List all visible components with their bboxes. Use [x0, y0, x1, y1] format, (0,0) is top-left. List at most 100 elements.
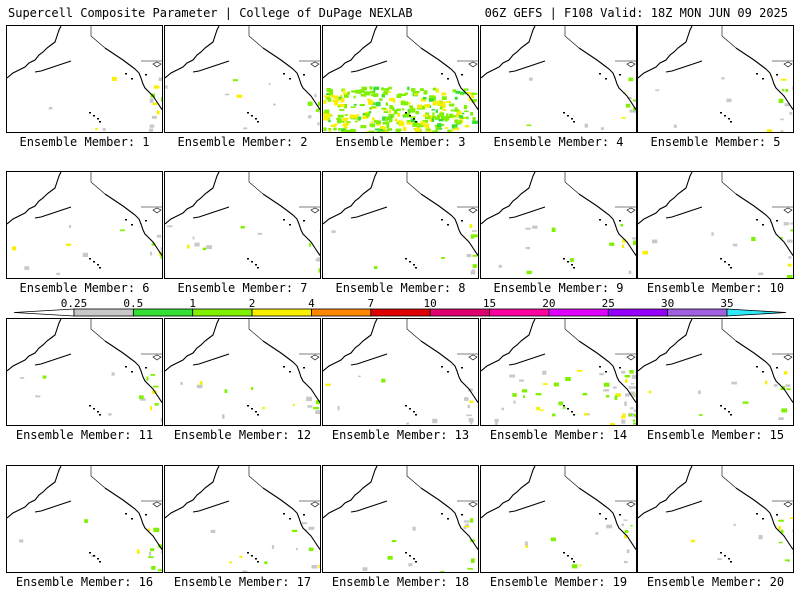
scp-shading: [655, 77, 793, 132]
ensemble-map-panel: [6, 25, 163, 133]
colorbar-segment: [311, 308, 372, 317]
colorbar-tick-label: 20: [542, 297, 555, 310]
map-outline: [7, 466, 162, 563]
ensemble-map-panel: [637, 318, 794, 426]
ensemble-map-panel: [480, 171, 637, 279]
ensemble-member-label: Ensemble Member: 15: [646, 428, 785, 442]
ensemble-map-panel: [322, 465, 479, 573]
scp-shading: [648, 371, 791, 420]
ensemble-member-label: Ensemble Member: 12: [173, 428, 312, 442]
colorbar-tick-label: 1: [189, 297, 196, 310]
ensemble-map-panel: [322, 25, 479, 133]
ensemble-map-panel: [164, 25, 321, 133]
ensemble-map-panel: [164, 171, 321, 279]
ensemble-map-panel: [637, 25, 794, 133]
scp-shading: [20, 372, 162, 423]
map-outline: [7, 319, 162, 416]
map-outline: [481, 26, 636, 123]
ensemble-member-label: Ensemble Member: 7: [177, 281, 308, 295]
scp-shading: [325, 375, 474, 425]
scp-shading: [526, 77, 636, 130]
map-outline: [323, 172, 478, 269]
ensemble-member-label: Ensemble Member: 9: [493, 281, 624, 295]
ensemble-member-label: Ensemble Member: 17: [173, 575, 312, 589]
ensemble-map-panel: [164, 465, 321, 573]
colorbar-tick-label: 4: [308, 297, 315, 310]
ensemble-member-label: Ensemble Member: 10: [646, 281, 785, 295]
map-outline: [165, 319, 320, 416]
colorbar-tick-label: 2: [249, 297, 256, 310]
map-outline: [165, 466, 320, 563]
map-outline: [323, 319, 478, 416]
colorbar-tick-label: 7: [368, 297, 375, 310]
scp-shading: [524, 519, 633, 569]
scp-shading: [642, 222, 793, 278]
map-outline: [481, 319, 636, 416]
map-outline: [7, 172, 162, 269]
map-outline: [323, 466, 478, 563]
scp-shading: [362, 518, 475, 572]
ensemble-map-panel: [637, 171, 794, 279]
model-run-info: 06Z GEFS | F108 Valid: 18Z MON JUN 09 20…: [484, 6, 788, 20]
ensemble-member-label: Ensemble Member: 14: [489, 428, 628, 442]
colorbar-segment: [192, 308, 253, 317]
scp-shading: [19, 519, 162, 572]
scp-shading: [165, 79, 320, 130]
ensemble-member-label: Ensemble Member: 5: [650, 135, 781, 149]
ensemble-map-panel: [480, 318, 637, 426]
colorbar-tick-label: 10: [424, 297, 437, 310]
scp-shading: [331, 224, 478, 275]
scp-shading: [166, 225, 320, 273]
colorbar-segment: [489, 308, 550, 317]
map-outline: [165, 26, 320, 123]
scp-shading: [494, 369, 636, 425]
ensemble-map-panel: [6, 318, 163, 426]
map-outline: [638, 172, 793, 269]
colorbar-segment: [548, 308, 609, 317]
colorbar-segment: [667, 308, 728, 317]
colorbar-tick-label: 30: [661, 297, 674, 310]
ensemble-map-panel: [480, 465, 637, 573]
scp-shading: [12, 225, 162, 275]
scp-shading: [180, 381, 320, 425]
colorbar-segment: [251, 308, 312, 317]
color-scale-legend: 0.25 0.5 1 2 4 7 10 15 20 25 30 35: [13, 297, 787, 317]
map-outline: [638, 466, 793, 563]
ensemble-member-label: Ensemble Member: 1: [19, 135, 150, 149]
ensemble-member-label: Ensemble Member: 11: [15, 428, 154, 442]
ensemble-map-panel: [6, 465, 163, 573]
ensemble-member-label: Ensemble Member: 16: [15, 575, 154, 589]
ensemble-member-label: Ensemble Member: 8: [335, 281, 466, 295]
ensemble-member-label: Ensemble Member: 2: [177, 135, 308, 149]
colorbar-segment: [607, 308, 669, 317]
map-outline: [323, 26, 478, 123]
colorbar-tick-label: 0.5: [123, 297, 143, 310]
ensemble-member-label: Ensemble Member: 19: [489, 575, 628, 589]
colorbar-tick-label: 25: [602, 297, 615, 310]
map-outline: [165, 172, 320, 269]
colorbar-segment: [73, 308, 134, 317]
map-outline: [638, 319, 793, 416]
map-title: Supercell Composite Parameter | College …: [8, 6, 413, 20]
scp-shading: [210, 522, 320, 572]
colorbar-above-arrow: [726, 308, 787, 317]
colorbar-tick-label: 35: [720, 297, 733, 310]
map-outline: [7, 26, 162, 123]
colorbar-tick-label: 15: [483, 297, 496, 310]
scp-shading: [48, 76, 162, 132]
map-outline: [481, 466, 636, 563]
ensemble-map-panel: [164, 318, 321, 426]
colorbar-segment: [132, 308, 194, 317]
scp-shading: [498, 223, 636, 275]
colorbar-segment: [370, 308, 431, 317]
ensemble-member-label: Ensemble Member: 20: [646, 575, 785, 589]
ensemble-map-panel: [637, 465, 794, 573]
ensemble-map-panel: [480, 25, 637, 133]
map-outline: [638, 26, 793, 123]
ensemble-member-label: Ensemble Member: 13: [331, 428, 470, 442]
colorbar-segment: [429, 308, 490, 317]
ensemble-map-panel: [322, 318, 479, 426]
ensemble-member-label: Ensemble Member: 3: [335, 135, 466, 149]
ensemble-map-panel: [322, 171, 479, 279]
ensemble-map-panel: [6, 171, 163, 279]
